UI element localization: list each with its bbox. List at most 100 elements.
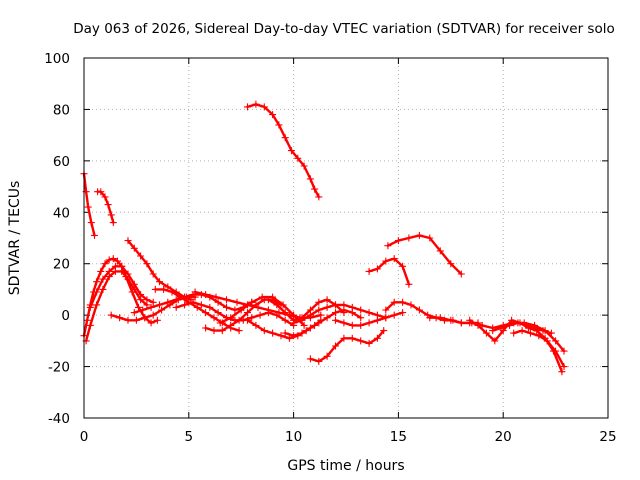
data-point	[101, 260, 109, 268]
data-point	[256, 311, 264, 319]
data-point	[390, 255, 398, 263]
data-point	[300, 162, 308, 170]
data-point	[156, 301, 163, 309]
data-point	[244, 316, 251, 324]
data-point	[124, 237, 132, 245]
data-point	[306, 355, 314, 363]
data-point	[357, 314, 365, 322]
data-point	[137, 291, 145, 299]
data-point	[83, 316, 91, 324]
y-tick-label: 100	[44, 51, 70, 67]
data-point	[214, 309, 222, 317]
data-point	[156, 278, 163, 286]
data-point	[118, 262, 126, 270]
data-point	[332, 316, 339, 324]
data-series	[80, 100, 568, 376]
data-point	[323, 303, 331, 311]
data-point	[535, 332, 543, 340]
data-point	[558, 368, 566, 376]
data-point	[348, 334, 356, 342]
data-point	[285, 334, 293, 342]
data-point	[390, 311, 398, 319]
data-point	[315, 298, 323, 306]
data-point	[288, 147, 295, 155]
data-point	[101, 193, 109, 201]
data-point	[147, 303, 155, 311]
data-point	[281, 309, 289, 317]
data-point	[107, 311, 115, 319]
data-point	[164, 298, 172, 306]
data-point	[436, 247, 444, 255]
data-point	[147, 319, 155, 327]
y-tick-label: -40	[48, 411, 70, 427]
data-point	[264, 296, 272, 304]
data-point	[124, 270, 132, 278]
data-point	[457, 270, 465, 278]
data-point	[244, 309, 251, 317]
data-point	[124, 316, 132, 324]
data-point	[306, 324, 314, 332]
data-point	[365, 309, 373, 317]
y-tick-label: 0	[61, 308, 70, 324]
series-line	[267, 298, 346, 322]
data-point	[260, 327, 268, 335]
data-point	[158, 306, 166, 314]
data-point	[227, 314, 235, 322]
plot-frame	[83, 57, 609, 419]
data-point	[260, 103, 268, 111]
data-point	[382, 314, 390, 322]
data-point	[281, 134, 289, 142]
data-point	[315, 306, 323, 314]
data-point	[191, 288, 199, 296]
data-point	[86, 303, 94, 311]
data-point	[258, 293, 266, 301]
data-point	[172, 303, 180, 311]
series-line	[284, 308, 362, 337]
data-point	[137, 252, 145, 260]
series-arc-26	[489, 319, 555, 337]
data-point	[489, 327, 497, 335]
data-point	[139, 306, 147, 314]
data-point	[539, 327, 547, 335]
data-point	[87, 219, 95, 227]
data-point	[99, 275, 107, 283]
data-point	[254, 303, 262, 311]
series-arc-21	[365, 255, 413, 288]
x-tick-label: 25	[599, 429, 616, 445]
data-point	[332, 301, 339, 309]
grid-lines	[84, 58, 608, 418]
data-point	[231, 316, 239, 324]
data-point	[197, 301, 205, 309]
data-point	[281, 316, 289, 324]
data-point	[415, 231, 423, 239]
data-point	[206, 303, 214, 311]
data-point	[193, 303, 201, 311]
data-point	[277, 332, 285, 340]
data-point	[514, 319, 522, 327]
data-point	[172, 296, 180, 304]
data-point	[508, 316, 516, 324]
data-point	[436, 314, 444, 322]
data-point	[373, 316, 381, 324]
data-point	[273, 301, 281, 309]
data-point	[223, 296, 230, 304]
data-point	[323, 296, 331, 304]
data-point	[269, 293, 277, 301]
series-arc-16	[281, 306, 365, 340]
data-point	[457, 319, 465, 327]
data-point	[298, 329, 306, 337]
data-point	[382, 306, 390, 314]
data-point	[290, 319, 298, 327]
data-point	[160, 285, 168, 293]
series-arc-2	[80, 170, 98, 239]
data-point	[91, 231, 98, 239]
tick-labels: 0 5 10 15 20 25 -40 -20 0 20 40 60 80 100	[44, 51, 616, 445]
data-point	[518, 327, 526, 335]
series-arc-13	[216, 293, 308, 329]
data-point	[474, 321, 482, 329]
data-point	[135, 303, 142, 311]
data-point	[248, 314, 256, 322]
data-point	[151, 285, 159, 293]
data-point	[340, 319, 348, 327]
